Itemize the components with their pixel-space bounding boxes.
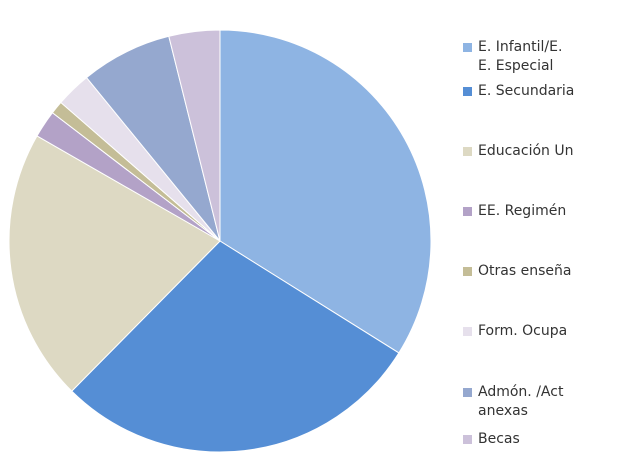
- legend-entry: Otras enseña: [463, 262, 571, 281]
- pie-slice: [168, 29, 221, 242]
- pie-slice: [219, 29, 432, 354]
- legend-label: Educación Un: [478, 143, 574, 159]
- legend-label: Becas: [478, 431, 520, 447]
- legend-label: Form. Ocupa: [478, 323, 568, 339]
- legend-entry: Becas: [463, 430, 520, 449]
- legend-entry: Admón. /Act anexas: [463, 383, 563, 421]
- legend-label: EE. Regimén: [478, 203, 567, 219]
- legend-label: E. Infantil/E. E. Especial: [478, 39, 563, 74]
- legend-entry: Educación Un: [463, 142, 573, 161]
- legend-swatch: [463, 388, 472, 397]
- legend-swatch: [463, 267, 472, 276]
- legend-label: Admón. /Act anexas: [478, 384, 564, 419]
- legend-label: Otras enseña: [478, 263, 572, 279]
- legend-swatch: [463, 43, 472, 52]
- legend-entry: E. Infantil/E. E. Especial: [463, 38, 562, 76]
- legend-swatch: [463, 147, 472, 156]
- legend-entry: EE. Regimén: [463, 202, 566, 221]
- pie-slice: [71, 240, 400, 453]
- legend-swatch: [463, 327, 472, 336]
- legend-entry: Form. Ocupa: [463, 322, 567, 341]
- legend-label: E. Secundaria: [478, 83, 575, 99]
- legend-swatch: [463, 207, 472, 216]
- legend-entry: E. Secundaria: [463, 82, 574, 101]
- pie-area: [8, 29, 432, 453]
- legend-swatch: [463, 435, 472, 444]
- pie-slice: [8, 135, 221, 392]
- legend-swatch: [463, 87, 472, 96]
